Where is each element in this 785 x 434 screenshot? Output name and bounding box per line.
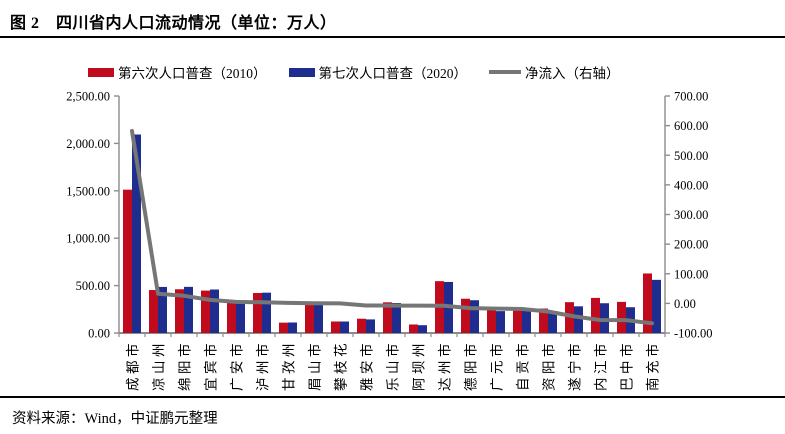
bar-2010	[253, 293, 262, 333]
right-axis-tick-label: 700.00	[674, 90, 708, 104]
net-inflow-line-swatch-icon	[489, 70, 521, 74]
x-axis-category-label: 德阳市	[463, 340, 479, 391]
footer-divider-line	[0, 396, 785, 398]
x-axis-category-label: 遂宁市	[567, 340, 583, 391]
left-axis-tick-label: 1,500.00	[66, 184, 110, 198]
x-axis-category-label: 泸州市	[255, 340, 271, 391]
bar-2010	[461, 298, 470, 333]
legend-item-net-inflow: 净流入（右轴）	[489, 62, 620, 82]
bar-2010	[487, 309, 496, 333]
bar-2010	[617, 301, 626, 333]
bar-2010	[513, 307, 522, 333]
x-axis-category-label: 自贡市	[515, 340, 531, 391]
bar-2020	[392, 303, 401, 333]
title-divider-line	[0, 36, 785, 38]
bar-2010	[643, 273, 652, 333]
bar-2010	[409, 324, 418, 333]
bar-2020	[184, 286, 193, 333]
x-axis-category-label: 甘孜州	[282, 340, 297, 391]
bar-2010	[357, 318, 366, 333]
legend-label: 第六次人口普查（2010）	[118, 66, 267, 81]
right-axis-tick-label: 200.00	[674, 238, 708, 252]
bar-2020	[574, 306, 583, 333]
bar-2010	[591, 297, 600, 333]
legend-item-census-2010: 第六次人口普查（2010）	[88, 62, 267, 82]
bar-2010	[175, 289, 184, 333]
legend-label: 第七次人口普查（2020）	[318, 66, 468, 81]
bar-2020	[366, 319, 375, 333]
chart-area: 0.00 500.00 1,000.00 1,500.00 2,000.00 2,500.…	[0, 38, 785, 396]
chart-legend: 第六次人口普查（2010） 第七次人口普查（2020） 净流入（右轴）	[88, 62, 620, 82]
bar-2010	[331, 321, 340, 333]
left-axis-tick-label: 2,000.00	[66, 137, 110, 151]
bar-2010	[149, 290, 158, 333]
bar-2010	[123, 189, 132, 333]
bar-2010	[227, 302, 236, 333]
right-axis-tick-label: 500.00	[674, 149, 708, 163]
right-axis-tick-label: 400.00	[674, 178, 708, 192]
x-axis-category-label: 乐山市	[385, 340, 401, 391]
bar-2020	[340, 321, 349, 333]
x-axis-category-label: 达州市	[437, 340, 453, 391]
bar-2020	[418, 325, 427, 333]
x-axis-category-label: 成都市	[125, 340, 141, 391]
x-axis-category-label: 南充市	[645, 340, 661, 391]
x-axis-category-label: 宜宾市	[203, 340, 219, 391]
bar-2020	[262, 292, 271, 333]
x-axis-category-label: 凉山州	[152, 340, 167, 391]
right-axis-tick-label: -100.00	[674, 327, 713, 341]
x-axis-category-label: 阿坝州	[412, 340, 427, 391]
bar-2020	[236, 302, 245, 333]
net-inflow-line	[130, 129, 654, 326]
population-flow-chart: 0.00 500.00 1,000.00 1,500.00 2,000.00 2,500.…	[66, 90, 713, 392]
right-axis-tick-label: 100.00	[674, 267, 708, 281]
left-axis-tick-label: 0.00	[88, 327, 110, 341]
left-axis-tick-label: 500.00	[76, 279, 110, 293]
left-axis-tick-label: 1,000.00	[66, 232, 110, 246]
x-axis-category-label: 内江市	[593, 340, 609, 391]
bar-2020	[158, 286, 167, 333]
legend-label: 净流入（右轴）	[525, 66, 620, 81]
bar-2010	[383, 302, 392, 333]
x-axis-category-label: 眉山市	[307, 340, 323, 391]
bar-2010	[305, 305, 314, 333]
right-axis-tick-label: 600.00	[674, 119, 708, 133]
figure-title: 图 2 四川省内人口流动情况（单位：万人）	[10, 15, 337, 32]
bar-2020	[548, 311, 557, 333]
bar-2020	[210, 289, 219, 333]
census-2010-swatch-icon	[88, 67, 114, 77]
bar-2020	[522, 309, 531, 333]
bar-2020	[288, 322, 297, 333]
x-axis-category-label: 攀枝花	[334, 340, 349, 391]
x-axis-category-label: 绵阳市	[177, 340, 193, 391]
source-note: 资料来源：Wind，中证鹏元整理	[12, 411, 218, 427]
bar-2020	[314, 304, 323, 333]
x-axis-category-label: 资阳市	[541, 340, 557, 391]
census-2020-swatch-icon	[288, 67, 315, 77]
legend-item-census-2020: 第七次人口普查（2020）	[288, 62, 468, 82]
bar-2010	[539, 308, 548, 333]
x-axis-category-label: 广元市	[489, 340, 505, 391]
bar-2020	[652, 279, 661, 333]
x-axis-category-label: 广安市	[229, 340, 245, 391]
x-axis-category-label: 雅安市	[359, 340, 375, 391]
right-axis-tick-label: 0.00	[674, 297, 696, 311]
right-axis-tick-label: 300.00	[674, 208, 708, 222]
bar-2020	[496, 311, 505, 333]
x-axis-category-label: 巴中市	[619, 340, 635, 391]
bar-2020	[132, 134, 141, 333]
bar-2010	[201, 290, 210, 333]
left-axis-tick-label: 2,500.00	[66, 90, 110, 104]
bar-2020	[470, 300, 479, 333]
bar-2010	[279, 322, 288, 333]
